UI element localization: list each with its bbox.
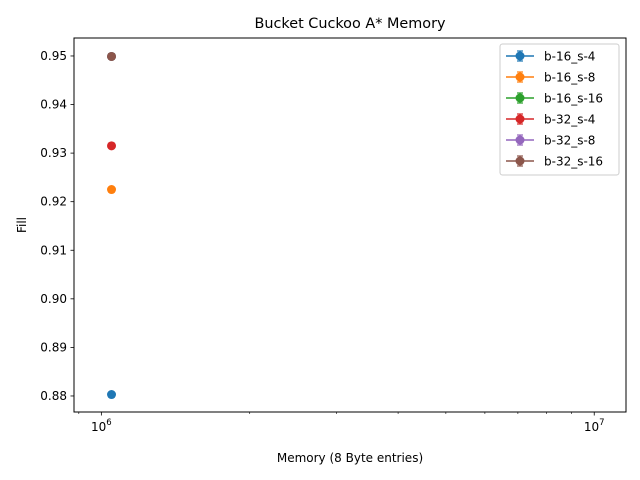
x-tick-label: 106 [91,418,112,434]
legend-marker [515,93,525,103]
y-tick-label: 0.94 [40,98,67,112]
legend-label: b-32_s-4 [544,113,595,127]
legend-label: b-16_s-4 [544,50,595,64]
legend-marker [515,114,525,124]
data-point-b-16_s-4 [107,390,117,400]
legend-label: b-32_s-16 [544,155,603,169]
x-axis-label: Memory (8 Byte entries) [277,451,423,465]
x-axis: 106 107 [78,412,605,434]
legend: b-16_s-4 b-16_s-8 b-16_s-16 b-32_s-4 b-32_s-… [499,43,620,176]
axes-frame [73,37,627,413]
y-tick-label: 0.88 [40,389,67,403]
data-point-b-32_s-16 [107,51,117,61]
y-axis: 0.88 0.89 0.90 0.91 0.92 0.93 0.94 0.95 [40,49,74,403]
chart-title: Bucket Cuckoo A* Memory [254,16,446,32]
y-tick-label: 0.90 [40,292,67,306]
y-tick-label: 0.95 [40,49,67,63]
legend-marker [515,51,525,61]
legend-label: b-16_s-8 [544,71,595,85]
legend-marker [515,135,525,145]
y-tick-label: 0.89 [40,340,67,354]
legend-label: b-16_s-16 [544,92,603,106]
plot-area [107,51,117,400]
data-point-b-32_s-4 [107,141,117,151]
y-tick-label: 0.91 [40,243,67,257]
legend-marker [515,72,525,82]
y-tick-label: 0.92 [40,195,67,209]
data-point-b-16_s-8 [107,185,117,195]
y-tick-label: 0.93 [40,146,67,160]
x-tick-label: 107 [584,418,605,434]
legend-marker [515,156,525,166]
y-axis-label: Fill [15,217,29,233]
legend-label: b-32_s-8 [544,134,595,148]
